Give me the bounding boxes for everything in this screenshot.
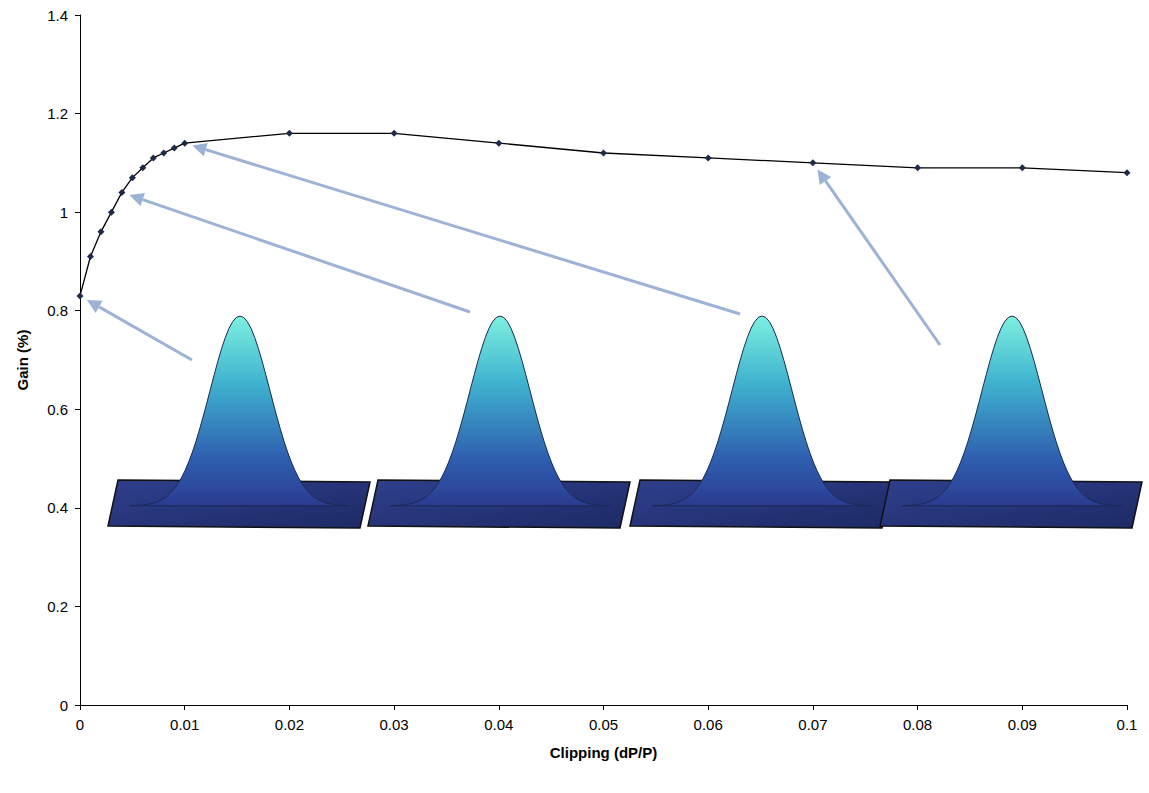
svg-text:0.07: 0.07 (798, 716, 827, 733)
svg-text:0.09: 0.09 (1008, 716, 1037, 733)
svg-text:Clipping (dP/P): Clipping (dP/P) (550, 744, 657, 761)
svg-text:0.1: 0.1 (1117, 716, 1138, 733)
svg-text:1.2: 1.2 (47, 105, 68, 122)
svg-text:0.6: 0.6 (47, 401, 68, 418)
svg-text:0.04: 0.04 (484, 716, 513, 733)
svg-text:0.2: 0.2 (47, 598, 68, 615)
svg-text:0.03: 0.03 (379, 716, 408, 733)
svg-text:0.06: 0.06 (694, 716, 723, 733)
svg-text:1: 1 (60, 204, 68, 221)
svg-text:0.08: 0.08 (903, 716, 932, 733)
svg-text:0.02: 0.02 (275, 716, 304, 733)
svg-text:1.4: 1.4 (47, 7, 68, 24)
svg-text:0.8: 0.8 (47, 302, 68, 319)
svg-text:0.01: 0.01 (170, 716, 199, 733)
svg-text:0: 0 (76, 716, 84, 733)
svg-text:0: 0 (60, 697, 68, 714)
svg-text:Gain (%): Gain (%) (14, 330, 31, 391)
svg-text:0.05: 0.05 (589, 716, 618, 733)
svg-text:0.4: 0.4 (47, 499, 68, 516)
